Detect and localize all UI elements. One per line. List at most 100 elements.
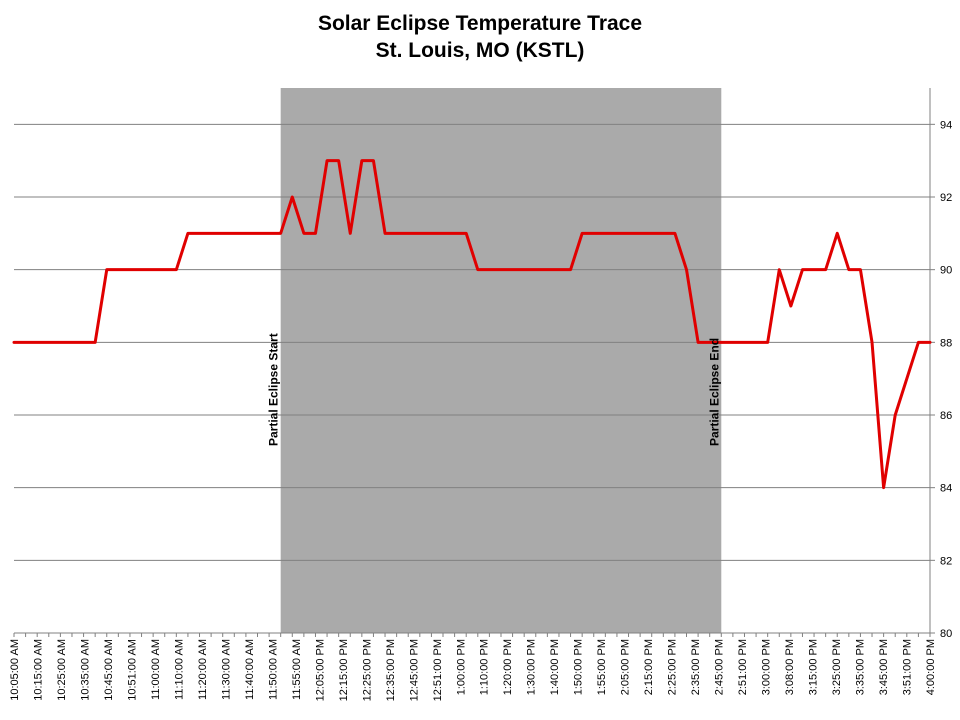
chart-title: Solar Eclipse Temperature Trace [317,12,643,35]
data-point [360,159,363,162]
x-tick-label: 10:05:00 AM [9,639,21,701]
data-point [627,232,630,235]
x-tick-label: 2:35:00 PM [690,639,702,695]
x-tick-label: 1:00:00 PM [455,639,467,695]
x-tick-label: 3:00:00 PM [761,639,773,695]
x-tick-label: 10:51:00 AM [126,639,138,701]
data-point [905,377,908,380]
x-tick-label: 10:15:00 AM [32,639,44,701]
data-point [836,232,839,235]
data-point [70,341,73,344]
data-point [372,159,375,162]
data-point [557,268,560,271]
x-tick-label: 11:30:00 AM [220,639,232,700]
eclipse-end-label: Partial Eclipse End [707,338,721,446]
data-point [407,232,410,235]
data-point [82,341,85,344]
x-tick-label: 11:50:00 AM [267,639,279,700]
x-tick-label: 2:45:00 PM [714,639,726,695]
data-point [465,232,468,235]
data-point [314,232,317,235]
data-point [395,232,398,235]
x-tick-label: 1:20:00 PM [502,639,514,695]
y-tick-label-82: 82 [940,555,952,567]
data-point [813,268,816,271]
data-point [47,341,50,344]
x-tick-label: 12:05:00 PM [314,639,326,701]
data-point [499,268,502,271]
x-tick-label: 2:25:00 PM [667,639,679,695]
data-point [882,486,885,489]
eclipse-start-label: Partial Eclipse Start [267,333,281,446]
data-point [430,232,433,235]
x-tick-label: 2:51:00 PM [737,639,749,695]
data-point [650,232,653,235]
x-tick-label: 11:55:00 AM [291,639,303,700]
data-point [349,232,352,235]
data-point [13,341,16,344]
x-tick-label: 3:35:00 PM [855,639,867,695]
data-point [615,232,618,235]
y-tick-label-92: 92 [940,192,952,204]
data-point [697,341,700,344]
data-point [24,341,27,344]
data-point [523,268,526,271]
data-point [291,196,294,199]
data-point [198,232,201,235]
data-point [859,268,862,271]
data-point [94,341,97,344]
data-point [152,268,155,271]
data-point [326,159,329,162]
data-point [929,341,932,344]
y-tick-label-90: 90 [940,265,952,277]
x-tick-label: 2:15:00 PM [643,639,655,695]
temperature-line [12,159,932,490]
data-point [546,268,549,271]
data-point [337,159,340,162]
data-point [778,268,781,271]
x-tick-label: 1:40:00 PM [549,639,561,695]
data-point [302,232,305,235]
data-point [128,268,131,271]
data-point [36,341,39,344]
y-tick-label-86: 86 [940,410,952,422]
data-point [511,268,514,271]
x-tick-label: 3:51:00 PM [902,639,914,695]
data-point [244,232,247,235]
chart-subtitle: St. Louis, MO (KSTL) [375,39,585,62]
x-tick-label: 1:55:00 PM [596,639,608,695]
y-tick-label-94: 94 [940,119,952,131]
data-point [604,232,607,235]
data-point [221,232,224,235]
data-point [824,268,827,271]
data-point [256,232,259,235]
data-point [731,341,734,344]
data-point [175,268,178,271]
data-point [105,268,108,271]
data-point [592,232,595,235]
data-point [268,232,271,235]
x-tick-label: 1:30:00 PM [526,639,538,695]
x-tick-label: 11:00:00 AM [150,639,162,700]
chart-title-block: Solar Eclipse Temperature Trace St. Loui… [0,10,960,64]
data-point [673,232,676,235]
y-tick-label-84: 84 [940,483,952,495]
data-point [743,341,746,344]
data-point [871,341,874,344]
x-tick-label: 3:45:00 PM [878,639,890,695]
x-tick-label: 11:40:00 AM [244,639,256,700]
data-point [442,232,445,235]
y-tick-label-88: 88 [940,337,952,349]
data-point [685,268,688,271]
x-tick-label: 12:51:00 PM [432,639,444,701]
data-point [476,268,479,271]
x-tick-label: 1:50:00 PM [573,639,585,695]
data-point [59,341,62,344]
data-point [140,268,143,271]
x-tick-label: 12:45:00 PM [408,639,420,701]
data-point [789,305,792,308]
data-point [279,232,282,235]
data-point [163,268,166,271]
x-tick-label: 2:05:00 PM [620,639,632,695]
x-tick-label: 12:15:00 PM [338,639,350,701]
